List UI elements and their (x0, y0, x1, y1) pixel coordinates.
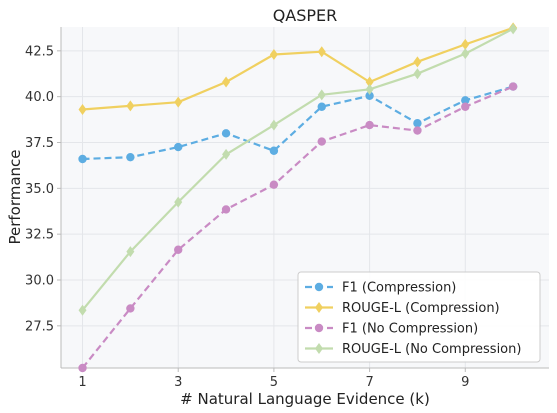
data-point (269, 180, 279, 189)
series-line (82, 85, 514, 161)
x-tick-label: 3 (174, 375, 182, 390)
data-point (317, 137, 326, 146)
series (78, 22, 518, 373)
y-tick-label: 30.0 (25, 274, 54, 289)
data-point (413, 56, 422, 68)
legend-item: ROUGE-L (Compression) (305, 301, 500, 316)
x-ticks: 1 3 5 7 9 (78, 368, 469, 390)
data-point (461, 102, 470, 111)
legend-label: ROUGE-L (No Compression) (342, 342, 521, 357)
legend-item: ROUGE-L (No Compression) (305, 342, 521, 357)
data-point (174, 196, 183, 208)
data-point (461, 38, 470, 50)
data-point (78, 363, 87, 373)
data-point (269, 49, 278, 60)
data-point (126, 152, 135, 162)
data-point (508, 82, 518, 91)
y-tick-label: 40.0 (25, 90, 54, 105)
legend-label: ROUGE-L (Compression) (342, 301, 500, 316)
legend-marker (314, 323, 324, 333)
y-tick-label: 35.0 (25, 182, 54, 197)
data-point (269, 146, 279, 155)
data-point (509, 23, 518, 35)
data-point (126, 246, 135, 258)
data-point (174, 142, 183, 152)
data-point (413, 126, 422, 135)
legend-label: F1 (Compression) (342, 281, 456, 296)
data-point (317, 102, 326, 111)
data-point (221, 129, 231, 138)
x-tick-label: 1 (78, 375, 86, 390)
data-point (317, 46, 326, 58)
y-tick-label: 27.5 (25, 319, 54, 334)
data-point (413, 119, 422, 128)
y-ticks: 27.5 30.0 32.5 35.0 37.5 40.0 42.5 (25, 44, 61, 334)
chart-title: QASPER (273, 6, 338, 25)
legend-item: F1 (Compression) (305, 281, 456, 296)
x-tick-label: 9 (461, 375, 469, 390)
data-point (317, 89, 326, 101)
data-point (174, 245, 183, 254)
x-tick-label: 5 (270, 375, 278, 390)
data-point (365, 91, 374, 100)
series-line (81, 85, 514, 369)
data-point (461, 48, 470, 60)
data-point (269, 119, 278, 131)
y-tick-label: 42.5 (25, 44, 54, 59)
data-point (222, 76, 231, 88)
data-point (365, 83, 374, 95)
series-2 (78, 22, 518, 115)
series-line (82, 26, 514, 111)
series-line (81, 27, 514, 311)
legend-box (297, 271, 541, 363)
legend-marker (314, 282, 324, 292)
data-point (365, 120, 374, 130)
data-point (78, 304, 87, 316)
data-point (461, 96, 470, 105)
data-point (365, 76, 374, 88)
series-3 (78, 82, 518, 373)
data-point (126, 100, 135, 112)
series-4 (78, 23, 518, 316)
y-tick-label: 32.5 (25, 228, 54, 243)
data-point (222, 148, 231, 160)
x-tick-label: 7 (365, 375, 373, 390)
data-point (78, 104, 87, 115)
data-point (221, 205, 231, 214)
legend-item: F1 (No Compression) (305, 322, 478, 337)
data-point (78, 154, 87, 164)
y-axis-title: Performance (6, 149, 24, 244)
data-point (413, 68, 422, 80)
legend-marker (315, 343, 323, 354)
data-point (174, 96, 183, 108)
data-point (126, 304, 135, 313)
axes (60, 27, 549, 369)
legend-marker (315, 302, 323, 313)
legend-label: F1 (No Compression) (342, 322, 478, 337)
x-axis-title: # Natural Language Evidence (k) (180, 390, 430, 408)
y-tick-label: 37.5 (25, 136, 54, 151)
legend: F1 (Compression) ROUGE-L (Compression) F1 … (297, 271, 541, 363)
